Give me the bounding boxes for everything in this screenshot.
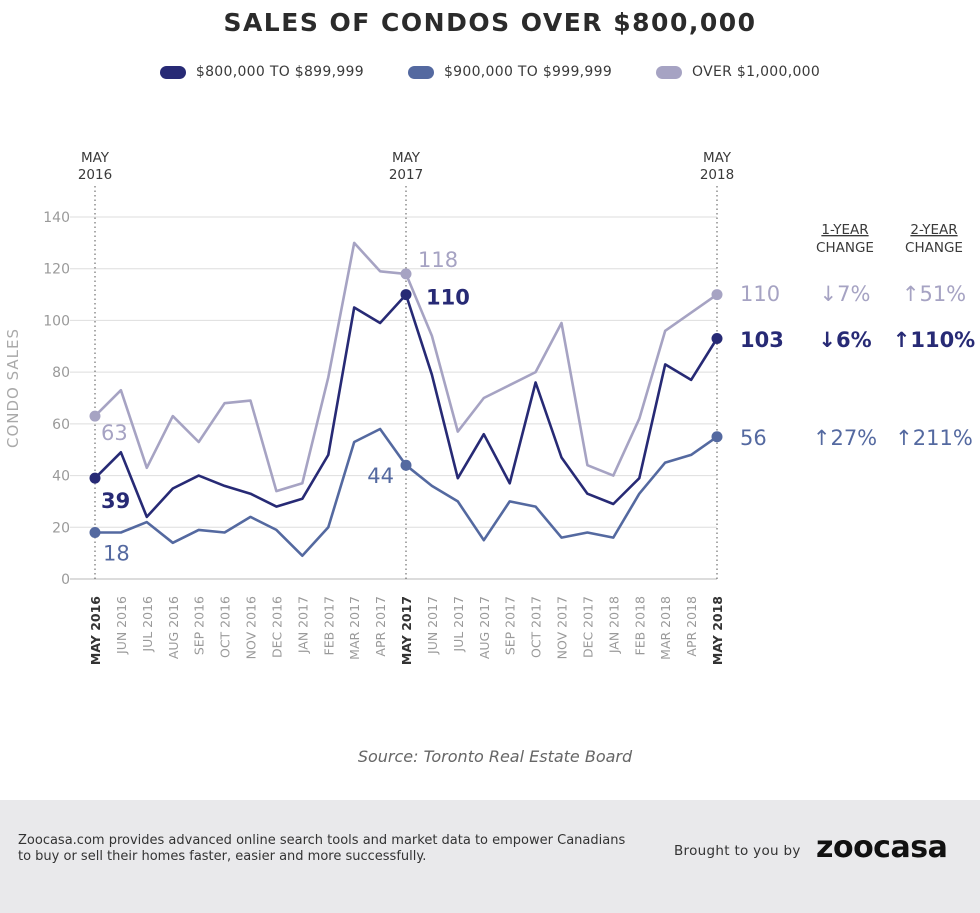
marker-label-month-2016: MAY xyxy=(81,150,110,166)
footer-description: Zoocasa.com provides advanced online sea… xyxy=(18,833,626,864)
change-1yr-over-1-000-000: ↓7% xyxy=(820,282,871,306)
legend-swatch-1m xyxy=(656,65,683,79)
x-tick-label-may-2018: MAY 2018 xyxy=(710,596,725,665)
y-tick-label-20: 20 xyxy=(52,520,70,536)
data-point-900-000-to-999-999-may-2017 xyxy=(400,459,412,471)
data-point-over-1-000-000-may-2017 xyxy=(400,268,412,280)
data-point-800-000-to-899-999-may-2016 xyxy=(89,472,101,484)
change-2yr-800-000-to-899-999: ↑110% xyxy=(893,328,975,352)
y-tick-label-0: 0 xyxy=(61,572,70,588)
change-header-1-line1: 1-YEAR xyxy=(821,222,868,238)
y-tick-label-120: 120 xyxy=(43,262,70,278)
marker-label-year-2016: 2016 xyxy=(78,167,112,183)
data-point-900-000-to-999-999-may-2016 xyxy=(89,526,101,538)
x-tick-label-jul-2016: JUL 2016 xyxy=(140,596,155,653)
x-tick-label-jun-2016: JUN 2016 xyxy=(114,596,129,655)
legend-label-1m: OVER $1,000,000 xyxy=(692,64,821,80)
x-tick-label-apr-2018: APR 2018 xyxy=(684,596,699,657)
legend-swatch-800k xyxy=(159,65,186,79)
x-tick-label-aug-2017: AUG 2017 xyxy=(477,596,492,659)
x-tick-label-nov-2017: NOV 2017 xyxy=(555,596,570,659)
x-tick-label-nov-2016: NOV 2016 xyxy=(244,596,259,659)
change-1yr-900-000-to-999-999: ↑27% xyxy=(813,426,877,450)
x-tick-label-aug-2016: AUG 2016 xyxy=(166,596,181,659)
legend-swatch-900k xyxy=(407,65,434,79)
change-header-2-line2: CHANGE xyxy=(905,240,963,256)
x-tick-label-apr-2017: APR 2017 xyxy=(373,596,388,657)
marker-label-month-2018: MAY xyxy=(703,150,732,166)
change-2yr-900-000-to-999-999: ↑211% xyxy=(895,426,973,450)
data-label-over-1-000-000-may-2016: 63 xyxy=(101,421,128,445)
x-tick-label-oct-2017: OCT 2017 xyxy=(529,596,544,658)
legend-item-800k: $800,000 TO $899,999 xyxy=(159,64,364,80)
x-tick-label-jun-2017: JUN 2017 xyxy=(425,596,440,655)
change-header-2-line1: 2-YEAR xyxy=(910,222,957,238)
x-tick-label-dec-2016: DEC 2016 xyxy=(269,596,284,658)
y-tick-label-60: 60 xyxy=(52,417,70,433)
x-tick-label-mar-2017: MAR 2017 xyxy=(347,596,362,660)
footer-brought-by: Brought to you by xyxy=(674,843,801,859)
legend-label-900k: $900,000 TO $999,999 xyxy=(443,64,613,80)
legend-label-800k: $800,000 TO $899,999 xyxy=(195,64,364,80)
marker-label-year-2017: 2017 xyxy=(389,167,423,183)
data-label-over-1-000-000-may-2017: 118 xyxy=(418,248,458,272)
data-point-800-000-to-899-999-may-2018 xyxy=(711,333,723,345)
change-1yr-800-000-to-899-999: ↓6% xyxy=(818,328,871,352)
legend: $800,000 TO $899,999 $900,000 TO $999,99… xyxy=(0,64,980,80)
y-axis-label: CONDO SALES xyxy=(4,328,22,448)
change-header-1-line2: CHANGE xyxy=(816,240,874,256)
y-tick-label-40: 40 xyxy=(52,469,70,485)
data-point-900-000-to-999-999-may-2018 xyxy=(711,431,723,443)
change-value-900-000-to-999-999: 56 xyxy=(740,426,767,450)
data-label-800-000-to-899-999-may-2016: 39 xyxy=(101,489,130,513)
x-tick-label-feb-2018: FEB 2018 xyxy=(632,596,647,655)
data-label-800-000-to-899-999-may-2017: 110 xyxy=(426,286,470,310)
x-tick-label-dec-2017: DEC 2017 xyxy=(580,596,595,658)
x-tick-label-may-2017: MAY 2017 xyxy=(399,596,414,665)
y-tick-label-140: 140 xyxy=(43,210,70,226)
chart-title: SALES OF CONDOS OVER $800,000 xyxy=(223,8,757,37)
data-point-over-1-000-000-may-2016 xyxy=(89,410,101,422)
x-tick-label-may-2016: MAY 2016 xyxy=(88,596,103,665)
zoocasa-logo: zoocasa xyxy=(816,830,948,865)
data-point-800-000-to-899-999-may-2017 xyxy=(400,289,412,301)
legend-item-1m: OVER $1,000,000 xyxy=(656,64,820,80)
x-tick-label-sep-2017: SEP 2017 xyxy=(503,596,518,655)
data-label-900-000-to-999-999-may-2016: 18 xyxy=(103,541,130,565)
data-label-900-000-to-999-999-may-2017: 44 xyxy=(367,464,394,488)
marker-label-month-2017: MAY xyxy=(392,150,421,166)
marker-label-year-2018: 2018 xyxy=(700,167,734,183)
x-tick-label-jan-2018: JAN 2018 xyxy=(606,596,621,654)
change-value-over-1-000-000: 110 xyxy=(740,282,780,306)
x-tick-label-sep-2016: SEP 2016 xyxy=(192,596,207,655)
x-tick-label-feb-2017: FEB 2017 xyxy=(321,596,336,655)
change-2yr-over-1-000-000: ↑51% xyxy=(902,282,966,306)
x-tick-label-mar-2018: MAR 2018 xyxy=(658,596,673,660)
y-tick-label-100: 100 xyxy=(43,313,70,329)
x-tick-label-jan-2017: JAN 2017 xyxy=(295,596,310,654)
legend-item-900k: $900,000 TO $999,999 xyxy=(407,64,613,80)
data-point-over-1-000-000-may-2018 xyxy=(711,289,723,301)
y-tick-label-80: 80 xyxy=(52,365,70,381)
x-tick-label-jul-2017: JUL 2017 xyxy=(451,596,466,653)
change-value-800-000-to-899-999: 103 xyxy=(740,328,784,352)
x-tick-label-oct-2016: OCT 2016 xyxy=(218,596,233,658)
source-note: Source: Toronto Real Estate Board xyxy=(357,747,633,766)
footer: Zoocasa.com provides advanced online sea… xyxy=(0,800,980,913)
